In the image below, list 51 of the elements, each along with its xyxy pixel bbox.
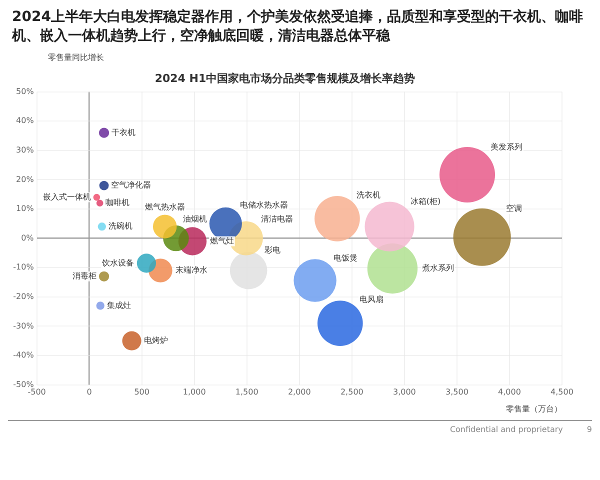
y-tick-label: 10% xyxy=(16,204,34,214)
y-tick-label: -50% xyxy=(13,380,34,389)
y-tick-label: -40% xyxy=(13,350,34,360)
series-label: 电储水热水器 xyxy=(240,200,288,210)
y-axis-title: 零售量同比增长 xyxy=(48,52,105,63)
series-label: 电风扇 xyxy=(359,295,384,304)
series-label: 嵌入式一体机 xyxy=(42,192,91,202)
series-label: 燃气热水器 xyxy=(144,202,185,212)
y-tick-label: -10% xyxy=(13,262,34,272)
x-tick-label: 3,500 xyxy=(446,388,468,397)
x-axis-title: 零售量（万台） xyxy=(506,404,562,414)
series-label: 冰箱(柜) xyxy=(410,196,441,206)
series-label: 彩电 xyxy=(264,245,281,254)
x-tick-label: 1,000 xyxy=(182,388,206,397)
y-tick-label: 40% xyxy=(16,116,34,126)
series-label: 咖啡机 xyxy=(106,198,130,208)
chart-title: 2024上半年大白电发挥稳定器作用，个护美发依然受追捧，品质型和享受型的干衣机、咖啡机、嵌入一体机趋势上行，空净触底回暖，清洁电器总体平稳 xyxy=(12,8,584,46)
x-tick-label: 1,500 xyxy=(235,388,258,397)
series-label: 集成灶 xyxy=(106,300,131,310)
series-label: 煮水系列 xyxy=(422,264,454,273)
series-label: 洗碗机 xyxy=(108,222,132,231)
text: 9 xyxy=(586,425,592,434)
y-tick-label: -20% xyxy=(13,292,34,301)
series-label: 电饭煲 xyxy=(333,253,358,262)
y-tick-label: 50% xyxy=(16,86,34,96)
chart-subtitle: 2024 H1中国家电市场分品类零售规模及增长率趋势 xyxy=(154,72,416,86)
y-tick-label: 0% xyxy=(21,233,34,242)
series-label: 清洁电器 xyxy=(260,214,293,224)
x-tick-label: -500 xyxy=(28,388,46,397)
x-tick-label: 4,500 xyxy=(550,388,574,397)
series-label: 饮水设备 xyxy=(101,258,134,268)
series-label: 空调 xyxy=(506,204,522,214)
x-tick-label: 2,500 xyxy=(340,388,364,397)
series-label: 空气净化器 xyxy=(111,180,152,190)
series-label: 消毒柜 xyxy=(72,271,96,280)
x-tick-label: 2,000 xyxy=(288,388,311,397)
y-tick-label: 30% xyxy=(16,145,34,154)
x-tick-label: 500 xyxy=(134,388,150,397)
series-label: 干衣机 xyxy=(112,128,136,137)
series-label: 电烤炉 xyxy=(144,336,168,345)
series-label: 油烟机 xyxy=(182,214,207,224)
series-label: 美发系列 xyxy=(490,142,522,152)
series-label: 洗衣机 xyxy=(356,190,380,200)
x-tick-label: 0 xyxy=(86,388,92,397)
x-tick-label: 3,000 xyxy=(392,388,416,397)
text: Confidential and proprietary xyxy=(450,425,563,434)
y-tick-label: 20% xyxy=(16,174,34,184)
series-label: 燃气灶 xyxy=(210,236,234,246)
y-tick-label: -30% xyxy=(13,321,34,330)
series-label: 末端净水 xyxy=(175,266,208,275)
x-tick-label: 4,000 xyxy=(498,388,521,397)
